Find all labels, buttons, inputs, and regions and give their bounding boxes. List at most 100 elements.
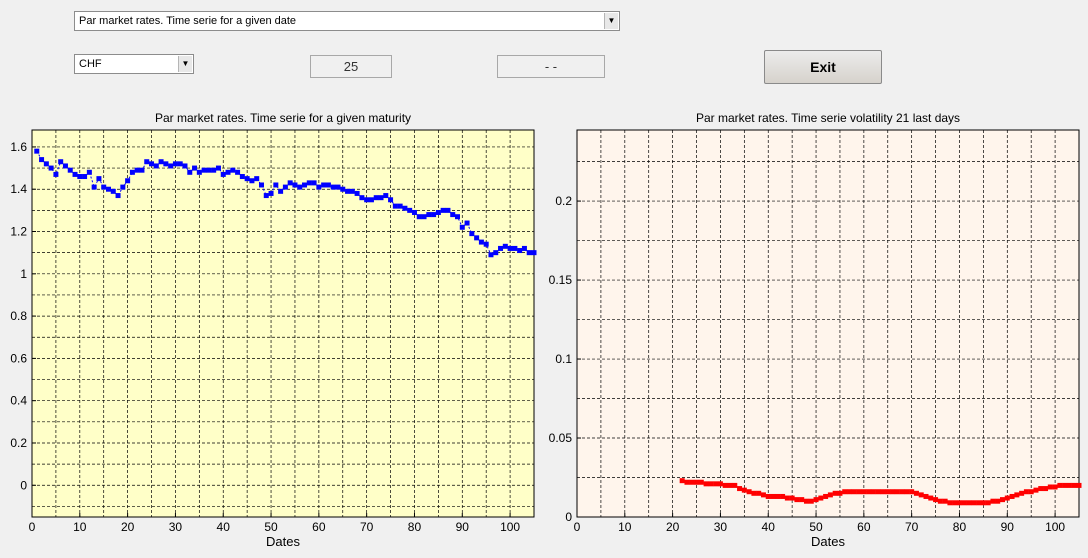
x-tick-label: 60 (312, 520, 326, 534)
data-point (220, 171, 226, 177)
data-point (187, 169, 193, 175)
data-point (115, 193, 121, 199)
data-point (722, 482, 728, 488)
y-tick-label: 0 (20, 478, 27, 492)
x-tick-label: 20 (666, 520, 680, 534)
data-point (493, 250, 499, 256)
data-point (201, 167, 207, 173)
x-tick-label: 10 (73, 520, 87, 534)
data-point (411, 209, 417, 215)
data-point (746, 489, 752, 495)
exit-button[interactable]: Exit (764, 50, 882, 84)
data-point (354, 190, 360, 196)
data-point (230, 167, 236, 173)
data-point (918, 492, 924, 498)
data-point (904, 489, 910, 495)
data-point (483, 241, 489, 247)
data-point (512, 245, 518, 251)
data-point (856, 489, 862, 495)
data-point (894, 489, 900, 495)
data-point (349, 188, 355, 194)
data-point (976, 500, 982, 506)
data-point (58, 159, 64, 165)
data-point (517, 248, 523, 254)
data-point (708, 481, 714, 487)
data-point (158, 159, 164, 165)
x-tick-label: 50 (264, 520, 278, 534)
data-point (827, 492, 833, 498)
data-point (880, 489, 886, 495)
data-point (134, 167, 140, 173)
data-point (450, 212, 456, 218)
data-point (278, 188, 284, 194)
data-point (325, 182, 331, 188)
data-point (1009, 493, 1015, 499)
data-point (478, 239, 484, 245)
chart-title: Par market rates. Time serie volatility … (696, 111, 960, 125)
data-point (928, 495, 934, 501)
data-point (67, 167, 73, 173)
y-tick-label: 1.2 (10, 225, 27, 239)
secondary-field[interactable]: - - (497, 55, 605, 78)
data-point (961, 500, 967, 506)
data-point (168, 163, 174, 169)
data-point (847, 489, 853, 495)
data-point (784, 495, 790, 501)
x-tick-label: 100 (1045, 520, 1065, 534)
data-point (498, 245, 504, 251)
data-point (120, 184, 126, 190)
data-point (469, 231, 475, 237)
x-tick-label: 30 (169, 520, 183, 534)
data-point (521, 245, 527, 251)
data-point (913, 490, 919, 496)
data-point (435, 209, 441, 215)
axes-frame (576, 129, 1080, 518)
data-point (297, 184, 303, 190)
data-point (474, 235, 480, 241)
mode-select[interactable]: Par market rates. Time serie for a given… (74, 11, 620, 31)
y-tick-label: 1.6 (10, 140, 27, 154)
data-point (1071, 482, 1077, 488)
data-point (153, 163, 159, 169)
data-point (459, 224, 465, 230)
data-point (43, 161, 49, 167)
data-point (531, 250, 537, 256)
data-point (416, 214, 422, 220)
data-point (402, 205, 408, 211)
data-point (741, 487, 747, 493)
data-point (1062, 482, 1068, 488)
maturity-field[interactable]: 25 (310, 55, 392, 78)
data-point (421, 214, 427, 220)
data-point (77, 174, 83, 180)
x-tick-label: 70 (905, 520, 919, 534)
data-point (995, 498, 1001, 504)
y-tick-label: 1 (20, 267, 27, 281)
data-point (980, 500, 986, 506)
data-point (942, 498, 948, 504)
x-tick-label: 30 (714, 520, 728, 534)
data-point (1076, 482, 1082, 488)
data-point (364, 197, 370, 203)
chart-title: Par market rates. Time serie for a given… (155, 111, 411, 125)
chevron-down-icon[interactable]: ▼ (604, 13, 618, 29)
data-point (34, 148, 40, 154)
currency-select[interactable]: CHF ▼ (74, 54, 194, 74)
data-point (832, 490, 838, 496)
data-point (177, 161, 183, 167)
plot-area (577, 130, 1079, 517)
data-point (445, 207, 451, 213)
data-point (947, 500, 953, 506)
data-point (899, 489, 905, 495)
chevron-down-icon[interactable]: ▼ (178, 56, 192, 72)
data-point (885, 489, 891, 495)
data-point (694, 479, 700, 485)
data-point (125, 178, 131, 184)
data-point (713, 481, 719, 487)
data-point (861, 489, 867, 495)
maturity-value: 25 (343, 59, 359, 74)
data-point (933, 497, 939, 503)
data-point (426, 212, 432, 218)
volatility-chart: 0 10 20 30 40 50 60 70 80 90 100 0 0.05 0.1 0.15 0.2 Par… (549, 111, 1082, 549)
data-point (851, 489, 857, 495)
data-point (149, 161, 155, 167)
